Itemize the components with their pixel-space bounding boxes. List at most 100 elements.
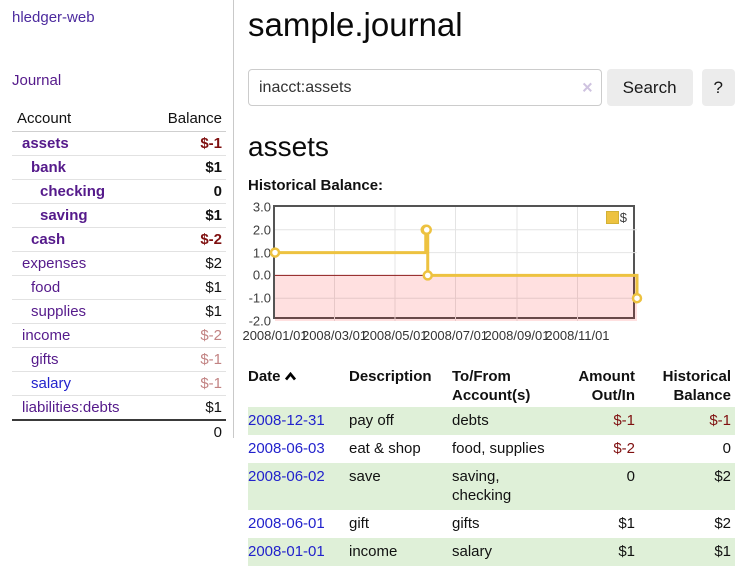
account-row: checking 0: [12, 179, 226, 203]
register-row: 2008-06-01 gift gifts $1 $2: [248, 510, 735, 538]
account-link[interactable]: supplies: [31, 303, 87, 320]
account-link[interactable]: bank: [31, 159, 67, 176]
y-axis-tick-label: -1.0: [248, 290, 271, 306]
register-cell-balance: $2: [714, 468, 731, 485]
register-cell-description: pay off: [349, 412, 394, 429]
x-axis-tick-label: 2008/09/01: [484, 328, 550, 343]
column-header-accounts: To/From Account(s): [452, 368, 531, 404]
register-row: 2008-06-02 save saving, checking 0 $2: [248, 463, 735, 510]
account-row: bank $1: [12, 155, 226, 179]
y-axis-tick-label: 1.0: [252, 245, 271, 261]
register-cell-amount: $-2: [613, 440, 635, 457]
register-cell-description: income: [349, 543, 398, 560]
register-cell-date: 2008-06-03: [248, 435, 345, 463]
account-link[interactable]: salary: [31, 375, 72, 392]
account-row: expenses $2: [12, 251, 226, 275]
search-input[interactable]: [248, 69, 602, 106]
account-link[interactable]: food: [31, 279, 61, 296]
register-cell-accounts: debts: [452, 412, 489, 429]
account-balance: $-2: [200, 231, 222, 248]
legend-label: $: [619, 210, 627, 225]
register-row: 2008-12-31 pay off debts $-1 $-1: [248, 407, 735, 435]
account-row: liabilities:debts $1: [12, 395, 226, 419]
account-balance: $1: [205, 159, 222, 176]
account-balance: $1: [205, 399, 222, 416]
column-header-date[interactable]: Date: [248, 365, 345, 407]
account-rows: assets $-1 bank $1 checking 0 saving $1 cash $-2 e…: [12, 132, 226, 419]
register-cell-description: save: [349, 468, 381, 485]
y-axis-tick-label: 3.0: [252, 199, 271, 215]
sidebar: hledger-web Journal Account Balance asse…: [0, 0, 233, 444]
register-cell-accounts: gifts: [452, 515, 480, 532]
transaction-date-link[interactable]: 2008-06-02: [248, 468, 325, 485]
chart-svg: [269, 207, 643, 321]
y-axis-tick-label: -2.0: [248, 313, 271, 329]
register-cell-balance: $1: [714, 543, 731, 560]
account-balance: $1: [205, 303, 222, 320]
x-axis-tick-label: 2008/07/01: [422, 328, 489, 343]
account-balance: $-1: [200, 375, 222, 392]
legend-swatch-icon: [605, 211, 619, 224]
app-brand-link[interactable]: hledger-web: [12, 9, 95, 26]
register-cell-balance: $2: [714, 515, 731, 532]
account-link[interactable]: cash: [31, 231, 66, 248]
account-link[interactable]: saving: [40, 207, 88, 224]
register-cell-date: 2008-06-01: [248, 510, 345, 538]
register-rows: 2008-12-31 pay off debts $-1 $-1 2008-06-03 ea…: [248, 407, 735, 566]
account-balance: $-1: [200, 135, 222, 152]
transaction-date-link[interactable]: 2008-12-31: [248, 412, 325, 429]
register-header-row: Date Description To/From Account(s) Amou…: [248, 365, 735, 407]
account-link[interactable]: expenses: [22, 255, 87, 272]
account-row: income $-2: [12, 323, 226, 347]
transaction-date-link[interactable]: 2008-06-03: [248, 440, 325, 457]
account-row: salary $-1: [12, 371, 226, 395]
account-balance: $1: [205, 279, 222, 296]
account-link[interactable]: income: [22, 327, 71, 344]
account-balance: $1: [205, 207, 222, 224]
y-axis-tick-label: 2.0: [252, 222, 271, 238]
page-title: sample.journal: [248, 6, 463, 43]
register-row: 2008-06-03 eat & shop food, supplies $-2 0: [248, 435, 735, 463]
register-cell-balance: $-1: [709, 412, 731, 429]
account-link[interactable]: assets: [22, 135, 69, 152]
account-row: supplies $1: [12, 299, 226, 323]
column-header-balance: Historical Balance: [662, 368, 731, 404]
clear-search-icon[interactable]: ×: [582, 77, 593, 98]
account-tree-header: Account Balance: [12, 107, 226, 132]
account-row: food $1: [12, 275, 226, 299]
account-row: cash $-2: [12, 227, 226, 251]
total-balance: 0: [213, 424, 222, 441]
account-link[interactable]: liabilities:debts: [22, 399, 120, 416]
account-row: assets $-1: [12, 132, 226, 155]
account-balance: $-1: [200, 351, 222, 368]
transaction-date-link[interactable]: 2008-01-01: [248, 543, 325, 560]
register-cell-balance: 0: [722, 440, 731, 457]
register-cell-date: 2008-12-31: [248, 407, 345, 435]
account-balance: $-2: [200, 327, 222, 344]
register-table: Date Description To/From Account(s) Amou…: [248, 365, 735, 566]
column-header-amount: Amount Out/In: [578, 368, 635, 404]
chart-legend: $: [605, 210, 627, 225]
account-total-row: 0: [12, 419, 226, 444]
chart-plot-area: $: [269, 205, 643, 321]
date-header-label: Date: [248, 368, 281, 385]
sidebar-item-journal[interactable]: Journal: [12, 72, 62, 89]
sort-ascending-icon: [284, 371, 296, 381]
search-form: × Search ?: [248, 69, 735, 106]
balance-column-header: Balance: [167, 110, 222, 127]
account-link[interactable]: gifts: [31, 351, 59, 368]
register-cell-amount: $-1: [613, 412, 635, 429]
search-button[interactable]: Search: [606, 69, 693, 106]
transaction-date-link[interactable]: 2008-06-01: [248, 515, 325, 532]
account-link[interactable]: checking: [40, 183, 106, 200]
register-row: 2008-01-01 income salary $1 $1: [248, 538, 735, 566]
register-cell-accounts: saving, checking: [452, 468, 512, 504]
sidebar-divider: [233, 0, 234, 438]
x-axis-tick-label: 2008/01/01: [242, 328, 308, 343]
account-tree: Account Balance assets $-1 bank $1 checking 0…: [12, 107, 226, 444]
register-cell-amount: 0: [626, 468, 635, 485]
help-button[interactable]: ?: [701, 69, 735, 106]
account-balance: $2: [205, 255, 222, 272]
register-cell-date: 2008-01-01: [248, 538, 345, 566]
register-cell-amount: $1: [618, 515, 635, 532]
